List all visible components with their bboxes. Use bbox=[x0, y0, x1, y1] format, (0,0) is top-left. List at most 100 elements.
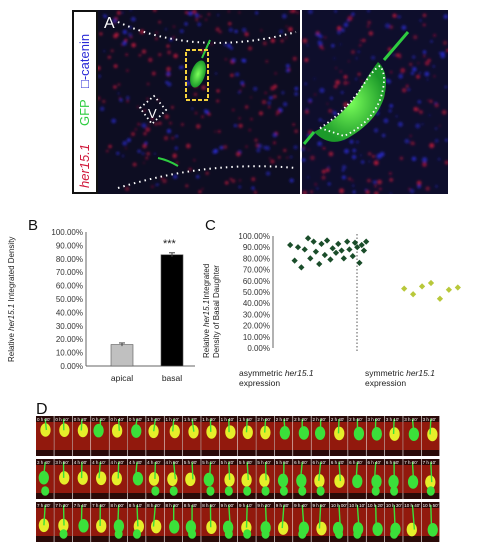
frame-timestamp: 5 h 40' bbox=[257, 460, 271, 465]
frame-timestamp: 5 h 00' bbox=[184, 460, 198, 465]
timelapse-frame: 3 h 10' bbox=[384, 416, 403, 456]
asymmetric-point bbox=[304, 235, 312, 242]
panelB-bar-chart: B Relative her15.1 Integrated Density 0.… bbox=[7, 217, 195, 383]
timelapse-frame: 9 h 30' bbox=[274, 502, 293, 542]
symmetric-point bbox=[436, 295, 444, 302]
symmetric-point bbox=[445, 286, 452, 293]
timelapse-frame: 10 h 20' bbox=[366, 502, 385, 542]
asymmetric-point bbox=[287, 241, 294, 249]
asymmetric-point bbox=[332, 249, 340, 256]
panelA-stain-legend: her15.1 GFP □-catenin bbox=[77, 34, 92, 188]
frame-timestamp: 3 h 40' bbox=[37, 460, 51, 465]
asymmetric-point bbox=[338, 247, 345, 254]
asymmetric-point bbox=[327, 256, 334, 263]
timelapse-frame: 0 h 20' bbox=[72, 416, 91, 456]
timelapse-frame: 5 h 50' bbox=[274, 459, 293, 499]
panelB-category-label: basal bbox=[162, 373, 182, 383]
timelapse-frame: 6 h 00' bbox=[293, 459, 311, 499]
symmetric-point bbox=[410, 291, 417, 298]
frame-timestamp: 0 h 10' bbox=[55, 417, 69, 422]
timelapse-frame: 1 h 10' bbox=[164, 416, 183, 456]
panelB-ytick: 10.00% bbox=[56, 349, 83, 358]
frame-timestamp: 5 h 10' bbox=[202, 460, 216, 465]
timelapse-frame: 6 h 10' bbox=[311, 459, 330, 499]
timelapse-frame: 0 h 00' bbox=[36, 416, 54, 456]
frame-timestamp: 7 h 10' bbox=[423, 460, 437, 465]
frame-timestamp: 2 h 30' bbox=[312, 417, 326, 422]
asymmetric-point bbox=[335, 240, 342, 247]
panel-letter-a: A bbox=[104, 15, 115, 32]
panelD-timelapse: 0 h 00' 0 h 10' 0 h 20' 0 h 30' 0 h 40' 0 h 5… bbox=[36, 416, 440, 542]
frame-timestamp: 4 h 00' bbox=[74, 460, 88, 465]
frame-timestamp: 7 h 30' bbox=[55, 503, 69, 508]
timelapse-frame: 10 h 00' bbox=[329, 502, 348, 542]
panelC-ylabel-line1: Relative her15.1Integrated bbox=[202, 264, 211, 358]
timelapse-frame: 8 h 50' bbox=[201, 502, 220, 542]
timelapse-frame: 4 h 50' bbox=[164, 459, 183, 499]
frame-timestamp: 3 h 10' bbox=[386, 417, 400, 422]
panelC-ytick: 70.00% bbox=[243, 266, 270, 275]
asymmetric-point bbox=[318, 240, 325, 247]
panel-letter-b: B bbox=[28, 217, 38, 234]
timelapse-frame: 7 h 40' bbox=[72, 502, 91, 542]
timelapse-frame: 7 h 50' bbox=[91, 502, 109, 542]
asymmetric-point bbox=[363, 238, 370, 245]
frame-timestamp: 0 h 30' bbox=[92, 417, 106, 422]
asymmetric-point bbox=[356, 259, 363, 266]
timelapse-frame: 10 h 50' bbox=[421, 502, 440, 542]
asymmetric-point bbox=[312, 248, 319, 255]
frame-timestamp: 7 h 20' bbox=[37, 503, 51, 508]
timelapse-frame: 3 h 30' bbox=[421, 416, 440, 456]
timelapse-frame: 4 h 30' bbox=[127, 459, 146, 499]
frame-timestamp: 10 h 00' bbox=[331, 503, 347, 508]
frame-timestamp: 10 h 40' bbox=[404, 503, 420, 508]
timelapse-frame: 6 h 30' bbox=[348, 459, 366, 499]
stain-gfp-label: GFP bbox=[77, 99, 92, 126]
timelapse-frame: 8 h 40' bbox=[182, 502, 201, 542]
asymmetric-point bbox=[360, 247, 368, 254]
frame-timestamp: 8 h 20' bbox=[147, 503, 161, 508]
asymmetric-point bbox=[340, 255, 347, 262]
timelapse-frame: 3 h 40' bbox=[36, 459, 54, 499]
frame-timestamp: 0 h 20' bbox=[74, 417, 88, 422]
panelC-scatter-chart: C Relative her15.1Integrated Density of … bbox=[202, 217, 461, 388]
panelC-ytick: 50.00% bbox=[243, 288, 270, 297]
panelB-ytick: 40.00% bbox=[56, 308, 83, 317]
timelapse-frame: 9 h 50' bbox=[311, 502, 330, 542]
timelapse-frame: 2 h 50' bbox=[348, 416, 366, 456]
frame-timestamp: 0 h 00' bbox=[37, 417, 51, 422]
panelC-ylabel-line2: Density of Basal Daughter bbox=[212, 265, 221, 358]
panelC-ytick: 90.00% bbox=[243, 243, 270, 252]
timelapse-frame: 5 h 00' bbox=[182, 459, 201, 499]
frame-timestamp: 6 h 20' bbox=[331, 460, 345, 465]
frame-timestamp: 9 h 30' bbox=[276, 503, 290, 508]
panelC-ytick: 60.00% bbox=[243, 277, 270, 286]
timelapse-frame: 2 h 30' bbox=[311, 416, 330, 456]
frame-timestamp: 0 h 40' bbox=[110, 417, 124, 422]
frame-timestamp: 3 h 20' bbox=[404, 417, 418, 422]
asymmetric-point bbox=[310, 238, 317, 245]
timelapse-frame: 9 h 20' bbox=[256, 502, 275, 542]
frame-timestamp: 1 h 40' bbox=[221, 417, 235, 422]
frame-timestamp: 3 h 00' bbox=[368, 417, 382, 422]
timelapse-frame: 0 h 10' bbox=[54, 416, 73, 456]
timelapse-frame: 6 h 40' bbox=[366, 459, 385, 499]
timelapse-frame: 3 h 00' bbox=[366, 416, 385, 456]
bar-apical bbox=[110, 344, 134, 367]
timelapse-frame: 2 h 10' bbox=[274, 416, 293, 456]
asymmetric-point bbox=[349, 253, 356, 260]
timelapse-frame: 2 h 20' bbox=[293, 416, 311, 456]
frame-timestamp: 5 h 20' bbox=[221, 460, 235, 465]
asymmetric-point bbox=[346, 246, 353, 253]
frame-timestamp: 10 h 10' bbox=[349, 503, 365, 508]
frame-timestamp: 5 h 50' bbox=[276, 460, 290, 465]
frame-timestamp: 2 h 10' bbox=[276, 417, 290, 422]
timelapse-frame: 3 h 50' bbox=[54, 459, 73, 499]
panelB-ytick: 30.00% bbox=[56, 322, 83, 331]
frame-timestamp: 4 h 20' bbox=[110, 460, 124, 465]
asymmetric-point bbox=[298, 264, 305, 271]
asymmetric-point bbox=[351, 239, 359, 246]
frame-timestamp: 9 h 50' bbox=[312, 503, 326, 508]
frame-timestamp: 9 h 00' bbox=[221, 503, 235, 508]
frame-timestamp: 9 h 40' bbox=[294, 503, 308, 508]
